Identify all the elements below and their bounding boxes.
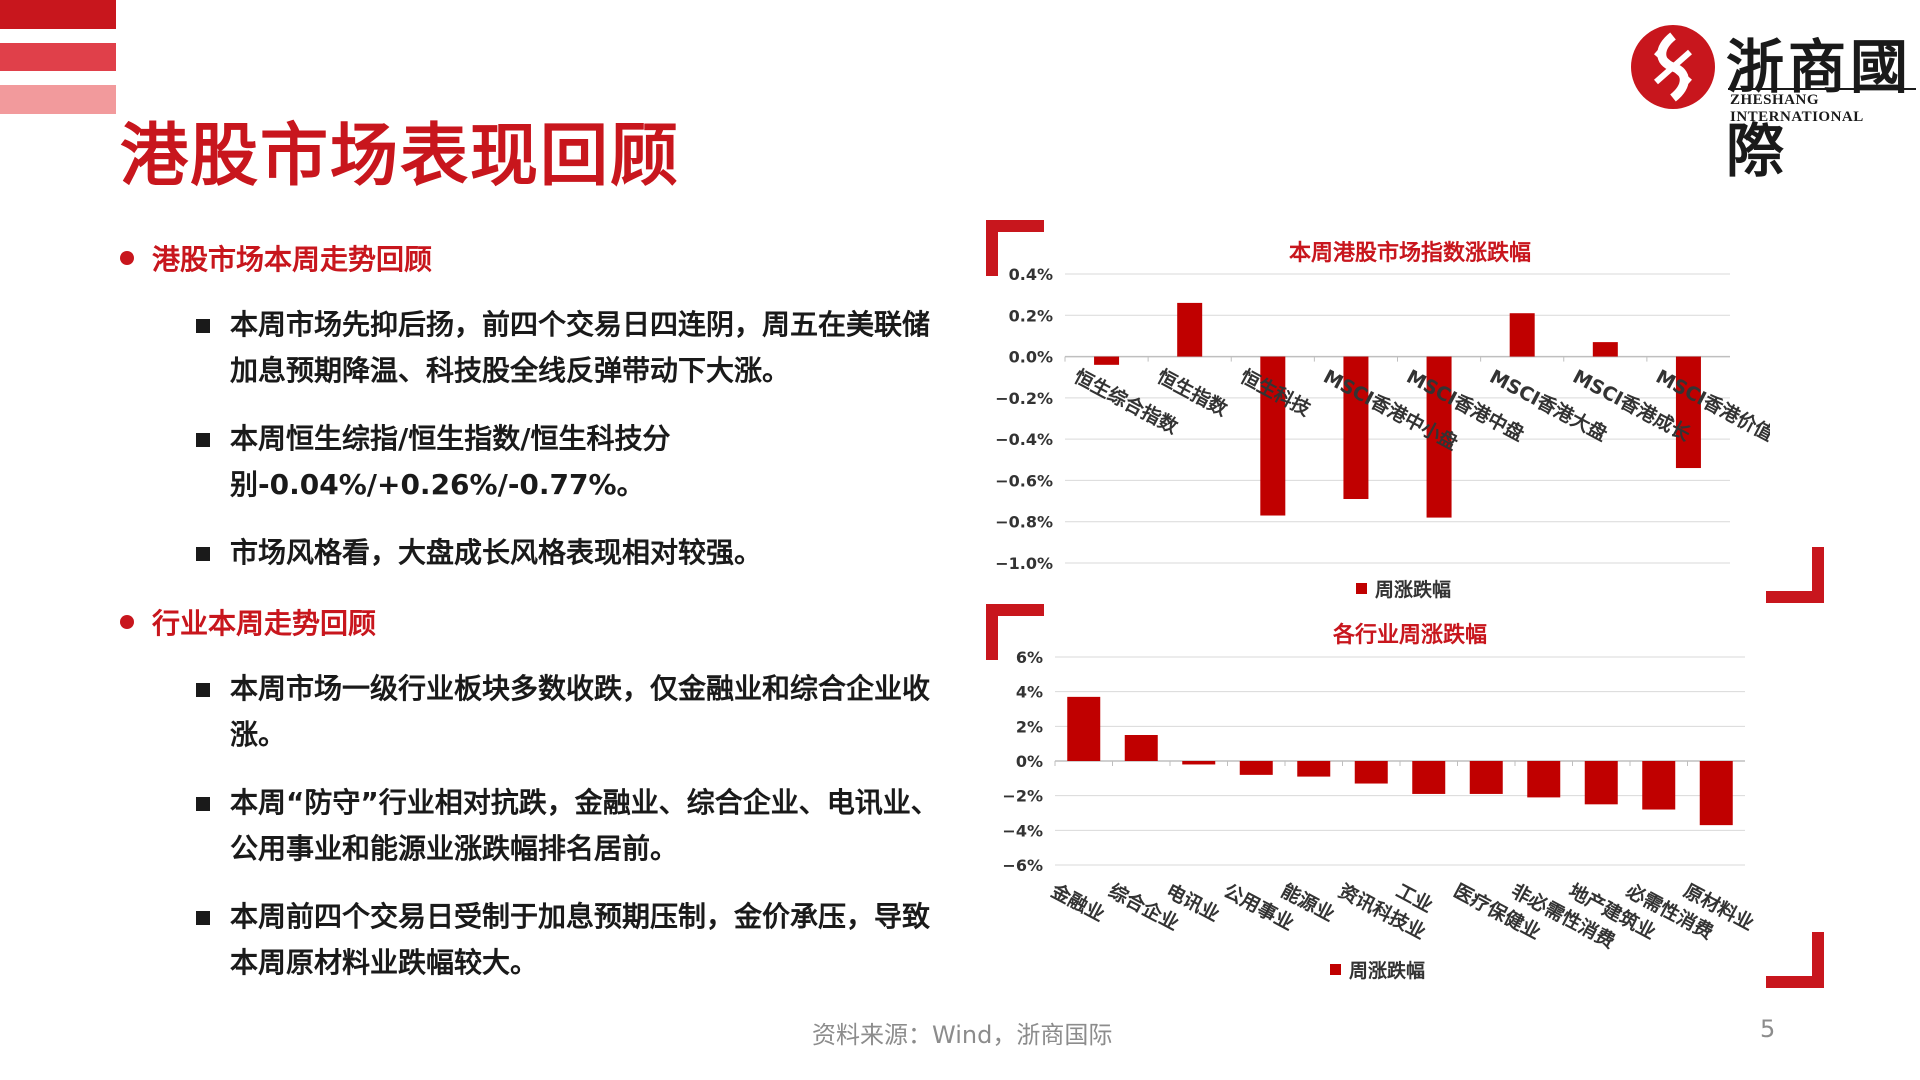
bar [1509,313,1535,357]
industry-review-item: 本周前四个交易日受制于加息预期压制，金价承压，导致本周原材料业跌幅较大。 [196,894,941,986]
square-bullet-icon [196,547,210,561]
section-heading-text: 行业本周走势回顾 [152,607,377,640]
logo-english-name: ZHESHANG INTERNATIONAL [1730,92,1864,125]
bar [1297,761,1331,777]
header-stripe-2 [0,43,116,71]
section-heading-market: 港股市场本周走势回顾 [120,238,432,278]
y-tick-label: −2% [1002,787,1043,806]
y-tick-label: −6% [1002,856,1043,875]
bar [1124,735,1158,761]
y-tick-label: 0% [1016,752,1043,771]
chart1-title: 本周港股市场指数涨跌幅 [1288,241,1531,266]
chart1-frame-corner [1766,547,1824,603]
bar [1584,761,1618,805]
y-tick-label: 0.2% [1009,306,1053,325]
chart2-frame-corner [986,604,1044,660]
chart2-title: 各行业周涨跌幅 [1332,623,1487,648]
square-bullet-icon [196,683,210,697]
bar [1260,356,1286,516]
market-review-item: 本周恒生综指/恒生指数/恒生科技分别-0.04%/+0.26%/-0.77%。 [196,416,941,508]
y-tick-label: −1.0% [995,554,1053,573]
y-tick-label: −0.4% [995,430,1053,449]
bar [1426,356,1452,518]
bar [1592,342,1618,357]
chart1-frame-corner [986,220,1044,276]
legend-label: 周涨跌幅 [1349,960,1426,982]
bar [1239,761,1273,775]
bar [1177,302,1203,357]
bar [1642,761,1676,810]
y-tick-label: 0.4% [1009,265,1053,284]
y-tick-label: −0.2% [995,389,1053,408]
y-tick-label: 4% [1016,683,1043,702]
data-source-note: 资料来源：Wind，浙商国际 [812,1021,1113,1049]
section-heading-industry: 行业本周走势回顾 [120,602,376,642]
industry-change-chart: 6%4%2%0%−2%−4%−6%金融业综合企业电讯业公用事业能源业资讯科技业工… [1002,648,1757,953]
bar [1527,761,1561,798]
bar [1182,761,1216,765]
market-review-item: 市场风格看，大盘成长风格表现相对较强。 [196,530,941,576]
header-stripe-3 [0,85,116,114]
industry-review-item: 本周“防守”行业相对抗跌，金融业、综合企业、电讯业、公用事业和能源业涨跌幅排名居… [196,780,941,872]
chart1-legend: 周涨跌幅 [1356,575,1451,602]
y-tick-label: 2% [1016,717,1043,736]
header-stripe-1 [0,0,116,29]
bullet-dot-icon [120,251,134,265]
page-number: 5 [1760,1015,1776,1043]
index-change-chart: 0.4%0.2%0.0%−0.2%−0.4%−0.6%−0.8%−1.0%恒生综… [995,265,1770,573]
bar [1094,356,1120,365]
bullet-dot-icon [120,615,134,629]
square-bullet-icon [196,797,210,811]
bar [1675,356,1701,469]
legend-swatch [1356,583,1367,594]
logo-divider [1728,88,1916,90]
bar [1469,761,1503,794]
bar [1354,761,1388,784]
y-tick-label: 6% [1016,648,1043,667]
y-tick-label: −4% [1002,821,1043,840]
section-heading-text: 港股市场本周走势回顾 [152,243,433,276]
industry-review-item: 本周市场一级行业板块多数收跌，仅金融业和综合企业收涨。 [196,666,941,758]
bar [1067,696,1101,761]
chart2-legend: 周涨跌幅 [1330,956,1425,983]
company-logo: 浙商國際 ZHESHANG INTERNATIONAL [1628,20,1918,185]
square-bullet-icon [196,319,210,333]
y-tick-label: 0.0% [1009,348,1053,367]
square-bullet-icon [196,911,210,925]
x-category-label: 金融业 [1047,879,1109,927]
market-review-item: 本周市场先抑后扬，前四个交易日四连阴，周五在美联储加息预期降温、科技股全线反弹带… [196,302,941,394]
square-bullet-icon [196,433,210,447]
legend-swatch [1330,964,1341,975]
page-title: 港股市场表现回顾 [120,117,681,196]
logo-emblem-icon [1631,25,1715,109]
y-tick-label: −0.6% [995,471,1053,490]
y-tick-label: −0.8% [995,513,1053,532]
chart2-frame-corner [1766,932,1824,988]
bar [1412,761,1446,794]
legend-label: 周涨跌幅 [1375,579,1452,601]
bar [1699,761,1733,826]
bar [1343,356,1369,500]
